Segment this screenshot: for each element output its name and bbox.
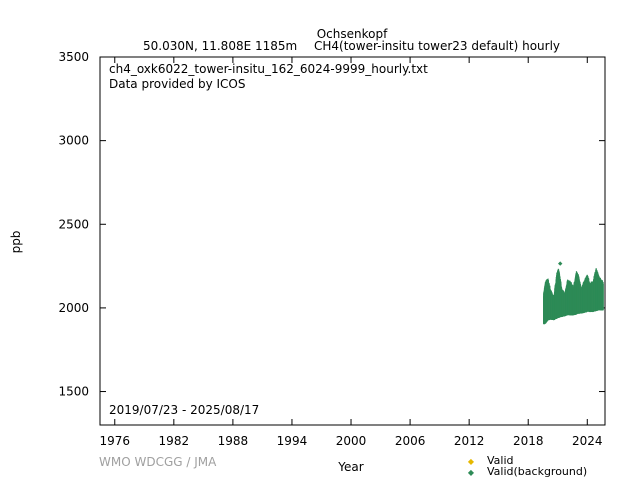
y-tick-label: 1500 bbox=[58, 385, 89, 399]
x-tick-label: 1994 bbox=[277, 434, 308, 448]
chart-title: Ochsenkopf bbox=[317, 27, 388, 41]
legend: ◆ Valid ◆ Valid(background) bbox=[468, 454, 587, 478]
x-axis-label: Year bbox=[337, 460, 363, 474]
y-axis-label: ppb bbox=[9, 231, 23, 254]
legend-marker-valid: ◆ bbox=[468, 457, 475, 466]
y-axis: 1500 2000 2500 3000 3500 bbox=[58, 50, 605, 399]
series-layer bbox=[543, 261, 604, 325]
x-tick-label: 2024 bbox=[572, 434, 603, 448]
y-tick-label: 3000 bbox=[58, 134, 89, 148]
x-tick-label: 2012 bbox=[454, 434, 485, 448]
y-tick-label: 2500 bbox=[58, 217, 89, 231]
chart-subtitle-location: 50.030N, 11.808E 1185m bbox=[143, 39, 297, 53]
legend-label-background: Valid(background) bbox=[487, 465, 587, 478]
plot-area bbox=[99, 56, 606, 426]
data-provider: Data provided by ICOS bbox=[109, 77, 245, 91]
legend-marker-background: ◆ bbox=[468, 468, 475, 477]
x-tick-label: 1976 bbox=[99, 434, 130, 448]
legend-label-valid: Valid bbox=[487, 454, 514, 467]
x-tick-label: 1982 bbox=[159, 434, 190, 448]
x-tick-label: 2000 bbox=[336, 434, 367, 448]
credit-text: WMO WDCGG / JMA bbox=[99, 455, 217, 469]
y-tick-label: 2000 bbox=[58, 301, 89, 315]
background-data-point bbox=[558, 261, 563, 266]
chart-subtitle-series: CH4(tower-insitu tower23 default) hourly bbox=[314, 39, 560, 53]
x-tick-label: 1988 bbox=[218, 434, 249, 448]
date-range: 2019/07/23 - 2025/08/17 bbox=[109, 403, 259, 417]
x-tick-label: 2018 bbox=[513, 434, 544, 448]
file-name: ch4_oxk6022_tower-insitu_162_6024-9999_h… bbox=[109, 62, 428, 76]
x-axis: 1976 1982 1988 1994 2000 2006 2012 2018 2024 bbox=[99, 57, 603, 448]
y-tick-label: 3500 bbox=[58, 50, 89, 64]
x-tick-label: 2006 bbox=[395, 434, 426, 448]
